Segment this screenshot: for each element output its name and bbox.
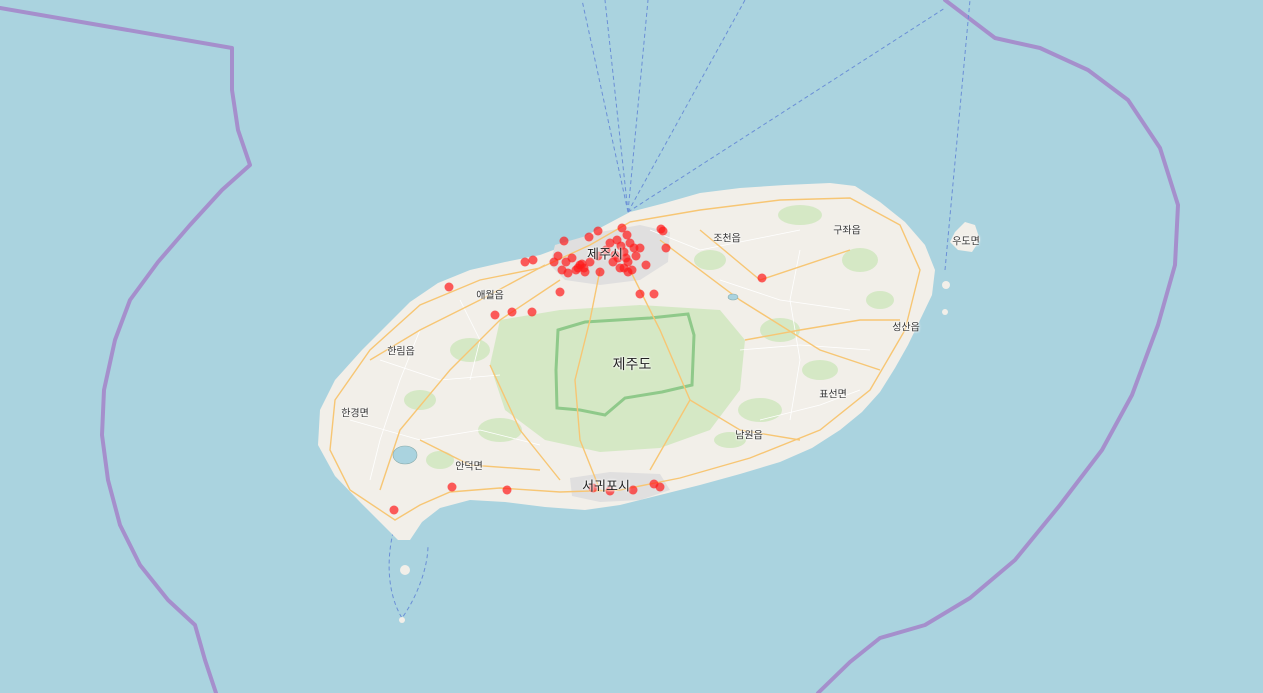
islet xyxy=(942,309,948,315)
data-point-marker[interactable] xyxy=(619,263,629,273)
data-point-marker[interactable] xyxy=(389,505,399,515)
data-point-marker[interactable] xyxy=(661,243,671,253)
data-point-marker[interactable] xyxy=(757,273,767,283)
east-boundary-line xyxy=(816,0,1180,693)
data-markers[interactable] xyxy=(389,223,767,515)
islet xyxy=(942,281,950,289)
ferry-route xyxy=(581,0,629,213)
gapado-islet xyxy=(400,565,410,575)
data-point-marker[interactable] xyxy=(627,265,637,275)
minor-roads xyxy=(349,229,871,481)
data-point-marker[interactable] xyxy=(502,485,512,495)
data-point-marker[interactable] xyxy=(584,232,594,242)
data-point-marker[interactable] xyxy=(621,253,631,263)
data-point-marker[interactable] xyxy=(631,251,641,261)
data-point-marker[interactable] xyxy=(658,226,668,236)
data-point-marker[interactable] xyxy=(588,483,598,493)
ferry-route xyxy=(388,524,429,619)
data-point-marker[interactable] xyxy=(559,236,569,246)
data-point-marker[interactable] xyxy=(444,282,454,292)
ferry-route xyxy=(604,0,629,213)
data-point-marker[interactable] xyxy=(622,230,632,240)
data-point-marker[interactable] xyxy=(447,482,457,492)
data-point-marker[interactable] xyxy=(520,257,530,267)
ferry-route xyxy=(627,0,746,213)
data-point-marker[interactable] xyxy=(490,310,500,320)
data-point-marker[interactable] xyxy=(635,243,645,253)
data-point-marker[interactable] xyxy=(641,260,651,270)
coastal-ring-road xyxy=(329,197,921,521)
data-point-marker[interactable] xyxy=(605,486,615,496)
data-point-marker[interactable] xyxy=(605,238,615,248)
data-point-marker[interactable] xyxy=(655,482,665,492)
data-point-marker[interactable] xyxy=(527,307,537,317)
hallasan-national-park xyxy=(554,312,696,417)
data-point-marker[interactable] xyxy=(528,255,538,265)
data-point-marker[interactable] xyxy=(595,267,605,277)
data-point-marker[interactable] xyxy=(635,289,645,299)
data-point-marker[interactable] xyxy=(593,251,603,261)
reservoir xyxy=(392,445,418,465)
data-point-marker[interactable] xyxy=(580,267,590,277)
data-point-marker[interactable] xyxy=(555,287,565,297)
maritime-boundaries xyxy=(0,0,1180,693)
reservoir xyxy=(727,293,739,301)
ferry-routes xyxy=(388,0,971,619)
data-point-marker[interactable] xyxy=(617,223,627,233)
data-point-marker[interactable] xyxy=(577,259,587,269)
vegetation-patches xyxy=(404,205,894,469)
data-point-marker[interactable] xyxy=(601,245,611,255)
data-point-marker[interactable] xyxy=(613,253,623,263)
west-boundary-line xyxy=(0,6,252,693)
data-point-marker[interactable] xyxy=(585,257,595,267)
data-point-marker[interactable] xyxy=(649,289,659,299)
seogwipo-urban-area xyxy=(570,472,670,502)
marado-islet xyxy=(399,617,405,623)
ferry-route xyxy=(627,0,649,213)
data-point-marker[interactable] xyxy=(549,257,559,267)
data-point-marker[interactable] xyxy=(628,485,638,495)
udo-islet xyxy=(950,222,980,252)
data-point-marker[interactable] xyxy=(616,241,626,251)
ferry-route xyxy=(944,0,971,271)
data-point-marker[interactable] xyxy=(507,307,517,317)
data-point-marker[interactable] xyxy=(561,257,571,267)
data-point-marker[interactable] xyxy=(563,268,573,278)
data-point-marker[interactable] xyxy=(593,226,603,236)
